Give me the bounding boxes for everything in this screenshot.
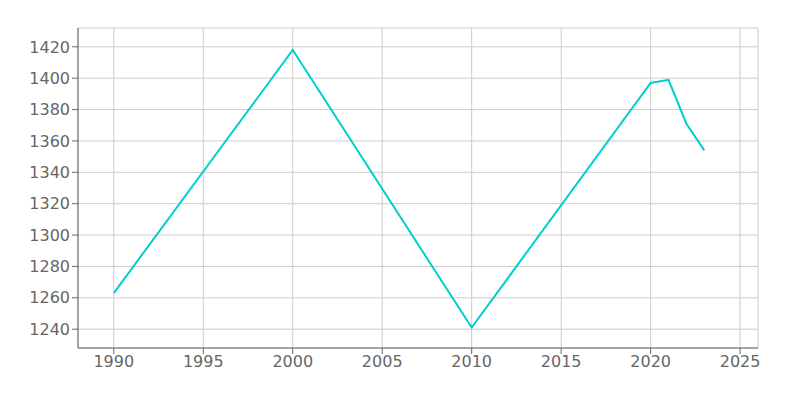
svg-text:1240: 1240 bbox=[29, 320, 70, 339]
svg-text:1320: 1320 bbox=[29, 194, 70, 213]
svg-text:1360: 1360 bbox=[29, 132, 70, 151]
svg-text:1995: 1995 bbox=[183, 352, 224, 371]
svg-text:1340: 1340 bbox=[29, 163, 70, 182]
svg-text:2005: 2005 bbox=[362, 352, 403, 371]
svg-text:2015: 2015 bbox=[541, 352, 582, 371]
svg-text:2020: 2020 bbox=[630, 352, 671, 371]
svg-text:1280: 1280 bbox=[29, 257, 70, 276]
svg-text:2000: 2000 bbox=[272, 352, 313, 371]
svg-text:1300: 1300 bbox=[29, 226, 70, 245]
svg-text:1260: 1260 bbox=[29, 288, 70, 307]
svg-text:2010: 2010 bbox=[451, 352, 492, 371]
svg-text:1990: 1990 bbox=[93, 352, 134, 371]
svg-text:2025: 2025 bbox=[720, 352, 761, 371]
svg-text:1420: 1420 bbox=[29, 38, 70, 57]
svg-text:1400: 1400 bbox=[29, 69, 70, 88]
svg-text:1380: 1380 bbox=[29, 100, 70, 119]
